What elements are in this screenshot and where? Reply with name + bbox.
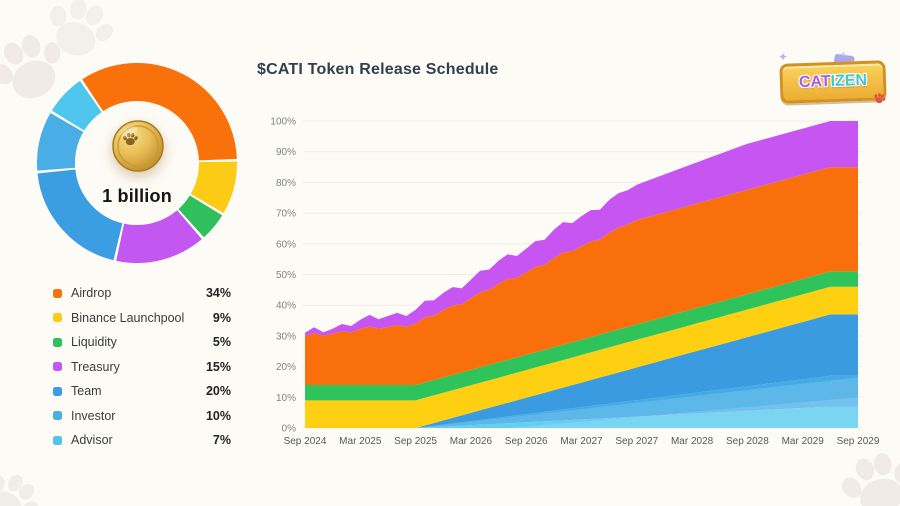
area-binance-launchpool (305, 286, 858, 428)
x-axis-tick-label: Sep 2029 (837, 436, 880, 447)
legend-label: Treasury (71, 359, 120, 374)
x-axis-tick-label: Mar 2025 (339, 436, 382, 447)
logo-badge: CAT IZEN (779, 60, 887, 104)
legend-color-chip (53, 288, 62, 298)
paw-coin-icon (112, 120, 164, 172)
x-axis-tick-label: Mar 2029 (782, 436, 825, 447)
y-axis-tick-label: 70% (276, 209, 296, 220)
donut-segment-airdrop (82, 63, 237, 162)
legend-value: 5% (212, 335, 231, 350)
y-axis-tick-label: 10% (276, 393, 296, 404)
legend-row-liquidity: Liquidity 5% (53, 330, 231, 355)
legend-row-binance-launchpool: Binance Launchpool 9% (53, 306, 231, 331)
sparkle-icon: ✦ (778, 50, 789, 64)
legend-label: Investor (71, 408, 116, 423)
y-axis-tick-label: 80% (276, 178, 296, 189)
donut-segment-investor (37, 113, 84, 171)
x-axis-tick-label: Sep 2028 (726, 436, 769, 447)
y-axis-tick-label: 60% (276, 239, 296, 250)
logo-text-izen: IZEN (830, 71, 868, 91)
legend-color-chip (53, 337, 62, 347)
legend-value: 7% (212, 433, 231, 448)
area-investor (305, 375, 858, 428)
x-axis-tick-label: Mar 2027 (560, 436, 603, 447)
y-axis-tick-label: 30% (276, 331, 296, 342)
area-advisor (305, 406, 858, 428)
sparkle-icon: ✦ (840, 50, 847, 59)
area-team (305, 314, 858, 428)
legend-row-team: Team 20% (53, 379, 231, 404)
legend-color-chip (53, 313, 62, 323)
donut-segment-advisor (51, 80, 103, 132)
donut-segment-liquidity (178, 194, 223, 238)
total-supply-label: 1 billion (102, 186, 172, 206)
legend-color-chip (53, 411, 62, 421)
legend-value: 15% (205, 359, 231, 374)
legend-row-airdrop: Airdrop 34% (53, 281, 231, 306)
allocation-legend: Airdrop 34% Binance Launchpool 9% Liquidity 5… (53, 281, 231, 453)
y-axis-tick-label: 40% (276, 301, 296, 312)
y-axis-tick-label: 0% (282, 424, 297, 435)
y-axis-tick-label: 90% (276, 147, 296, 158)
legend-row-treasury: Treasury 15% (53, 355, 231, 380)
x-axis-tick-label: Sep 2025 (394, 436, 437, 447)
legend-value: 34% (205, 286, 231, 301)
legend-label: Liquidity (71, 335, 117, 350)
legend-label: Airdrop (71, 286, 112, 301)
area-airdrop (305, 167, 858, 385)
y-axis-tick-label: 50% (276, 270, 296, 281)
donut-segment-binance-launchpool (190, 161, 237, 213)
area-treasury (305, 121, 858, 336)
legend-color-chip (53, 362, 62, 372)
vesting-wedge-highlight (415, 377, 858, 428)
logo-text-cat: CAT (798, 73, 831, 92)
donut-segment-team (37, 168, 124, 261)
chart-title: $CATI Token Release Schedule (257, 61, 499, 78)
area-liquidity (305, 271, 858, 401)
legend-label: Advisor (71, 433, 113, 448)
legend-label: Binance Launchpool (71, 310, 185, 325)
y-axis-tick-label: 100% (270, 117, 296, 128)
x-axis-tick-label: Mar 2028 (671, 436, 714, 447)
allocation-donut-chart (37, 63, 237, 263)
x-axis-tick-label: Sep 2027 (615, 436, 658, 447)
x-axis-tick-label: Sep 2024 (284, 436, 327, 447)
x-axis-tick-label: Mar 2026 (450, 436, 493, 447)
vesting-wedge-highlight (507, 397, 858, 428)
legend-label: Team (71, 384, 102, 399)
legend-color-chip (53, 386, 62, 396)
legend-value: 10% (205, 408, 231, 423)
catizen-logo: CAT IZEN ✦ ✦ (776, 50, 890, 108)
x-axis-tick-label: Sep 2026 (505, 436, 548, 447)
legend-value: 20% (205, 384, 231, 399)
y-axis-tick-label: 20% (276, 362, 296, 373)
legend-row-advisor: Advisor 7% (53, 428, 231, 453)
legend-row-investor: Investor 10% (53, 404, 231, 429)
legend-color-chip (53, 435, 62, 445)
legend-value: 9% (212, 310, 231, 325)
donut-segment-treasury (116, 209, 202, 263)
